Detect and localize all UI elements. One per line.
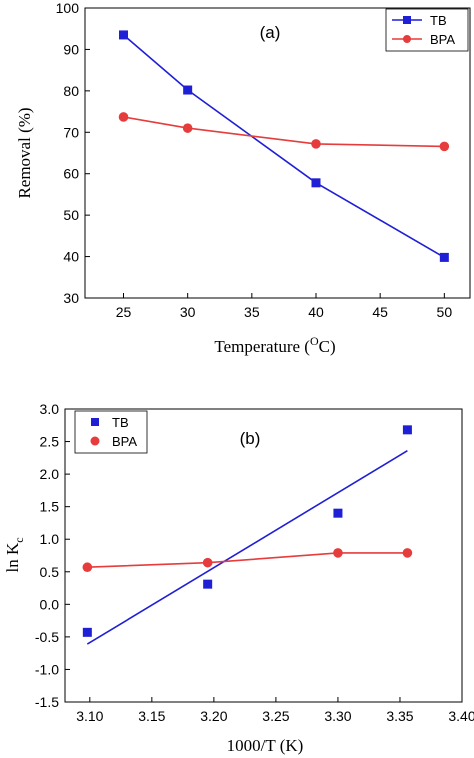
panel-b-bpa-line [87, 552, 408, 568]
panel-a-ytick-label-5: 80 [63, 83, 79, 99]
panel-b-ytick-label-0: -1.5 [35, 694, 59, 710]
panel-a-xtick-label-5: 50 [437, 304, 453, 320]
panel-b-ytick-label-4: 0.5 [40, 564, 60, 580]
legend-b-tb-marker [91, 418, 99, 426]
panel-a-tb-point-0 [119, 30, 128, 40]
panel-a-xtick-label-0: 25 [116, 304, 132, 320]
panel-b: 3.10 3.15 3.20 3.25 3.30 3.35 3.40 -1.5 -1.0 -0.5… [3, 401, 474, 755]
panel-b-ticks: 3.10 3.15 3.20 3.25 3.30 3.35 3.40 -1.5 -1.0 -0.5… [35, 401, 474, 724]
panel-a-legend-box [385, 8, 469, 52]
panel-b-bpa-point-0 [82, 562, 93, 573]
panel-a-ytick-label-4: 70 [63, 124, 79, 140]
panel-b-ytick-label-6: 1.5 [40, 499, 60, 515]
panel-b-ytick-label-2: -0.5 [35, 629, 59, 645]
panel-a-points [118, 30, 450, 262]
panel-b-xtick-label-6: 3.40 [448, 708, 474, 724]
panel-a-xtick-label-1: 30 [180, 304, 196, 320]
panel-b-bpa-point-2 [333, 548, 343, 558]
panel-a-ytick-label-3: 60 [63, 166, 79, 182]
panel-a-bpa-point-1 [182, 123, 193, 133]
panel-a-tb-point-1 [183, 85, 193, 95]
panel-b-ylabel: ln Kc [3, 537, 26, 572]
panel-b-ytick-label-3: 0.0 [40, 596, 60, 612]
panel-a-bpa-point-0 [118, 112, 129, 122]
panel-b-tb-point-1 [203, 579, 213, 589]
panel-b-ylabel-main: ln K [3, 542, 22, 572]
panel-a-xtick-label-4: 45 [372, 304, 388, 320]
panel-a-label: (a) [260, 23, 281, 42]
panel-b-xtick-label-5: 3.35 [386, 708, 413, 724]
panel-a-tb-point-2 [311, 178, 321, 188]
panel-a-lines [122, 34, 445, 259]
legend-a-tb-marker [403, 16, 411, 24]
panel-a-ticks: 25 30 35 40 45 50 30 40 50 60 70 80 90 100 [56, 0, 453, 320]
panel-a-ytick-label-6: 90 [63, 41, 79, 57]
legend-a-bpa-marker [403, 35, 411, 43]
panel-b-points [82, 425, 413, 637]
panel-a-ytick-label-7: 100 [56, 0, 80, 16]
panel-b-label: (b) [240, 429, 261, 448]
panel-a-xlabel-main: Temperature ( [214, 337, 310, 356]
panel-b-ytick-label-9: 3.0 [40, 401, 60, 417]
panel-b-tb-point-3 [402, 425, 412, 435]
panel-a-xlabel-sup: O [310, 334, 319, 348]
panel-b-xtick-label-1: 3.15 [138, 708, 165, 724]
panel-b-tb-line [86, 450, 408, 645]
panel-a-xtick-label-3: 40 [308, 304, 324, 320]
panel-a-ylabel: Removal (%) [15, 107, 34, 198]
legend-a-bpa-label: BPA [430, 32, 455, 47]
legend-b-bpa-label: BPA [112, 434, 137, 449]
panel-b-bpa-point-1 [202, 557, 213, 568]
panel-b-ytick-label-7: 2.0 [40, 466, 60, 482]
panel-a-legend: TB BPA [385, 8, 469, 52]
panel-b-xlabel: 1000/T (K) [227, 736, 304, 755]
panel-b-ytick-label-1: -1.0 [35, 661, 59, 677]
panel-a-xtick-label-2: 35 [244, 304, 260, 320]
panel-b-ytick-label-8: 2.5 [40, 434, 60, 450]
panel-b-xtick-label-3: 3.25 [262, 708, 289, 724]
panel-b-lines [86, 450, 408, 645]
panel-a-tb-point-3 [439, 252, 449, 262]
panel-b-tb-point-2 [333, 508, 343, 518]
panel-a-bpa-line [123, 116, 445, 148]
panel-b-tb-point-0 [82, 627, 92, 637]
panel-a: 25 30 35 40 45 50 30 40 50 60 70 80 90 100 (a) TB BPA… [15, 0, 471, 356]
panel-a-xlabel-suffix: C) [319, 337, 336, 356]
panel-b-xtick-label-4: 3.30 [324, 708, 351, 724]
legend-b-bpa-marker [90, 436, 100, 446]
panel-b-legend-box [74, 410, 148, 454]
panel-b-xtick-label-0: 3.10 [76, 708, 103, 724]
panel-a-bpa-point-2 [311, 139, 321, 149]
panel-b-legend: TB BPA [74, 410, 148, 454]
panel-a-xlabel: Temperature (OC) [214, 334, 335, 356]
panel-b-ytick-label-5: 1.0 [40, 531, 60, 547]
panel-a-ytick-label-0: 30 [63, 290, 79, 306]
panel-a-ytick-label-1: 40 [63, 249, 79, 265]
panel-a-bpa-point-3 [439, 141, 450, 152]
legend-a-tb-label: TB [430, 13, 447, 28]
panel-b-bpa-point-3 [402, 548, 413, 558]
legend-b-tb-label: TB [112, 415, 129, 430]
panel-a-ytick-label-2: 50 [63, 207, 79, 223]
panel-b-xtick-label-2: 3.20 [200, 708, 227, 724]
panel-b-ylabel-sub: c [12, 537, 26, 542]
